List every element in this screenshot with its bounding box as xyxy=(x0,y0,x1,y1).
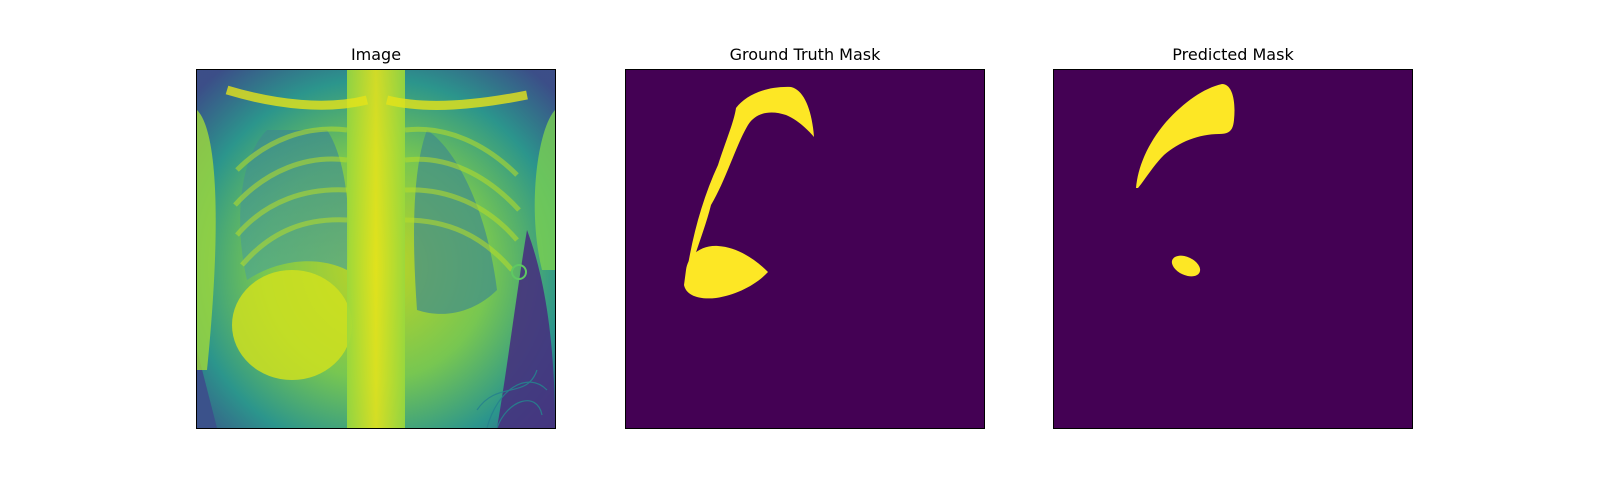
chest-xray-image xyxy=(197,70,555,428)
image-title: Image xyxy=(350,45,402,64)
predicted-title: Predicted Mask xyxy=(1172,45,1294,64)
gt-upper-region xyxy=(688,86,814,266)
predicted-mask xyxy=(1054,70,1412,428)
predicted-frame xyxy=(1053,69,1413,429)
ground-truth-mask xyxy=(626,70,984,428)
ground-truth-frame xyxy=(625,69,985,429)
ground-truth-title: Ground Truth Mask xyxy=(729,45,881,64)
pred-lower-region xyxy=(1171,255,1201,277)
pred-upper-region xyxy=(1136,84,1235,188)
gt-lower-region xyxy=(684,245,768,299)
image-frame xyxy=(196,69,556,429)
